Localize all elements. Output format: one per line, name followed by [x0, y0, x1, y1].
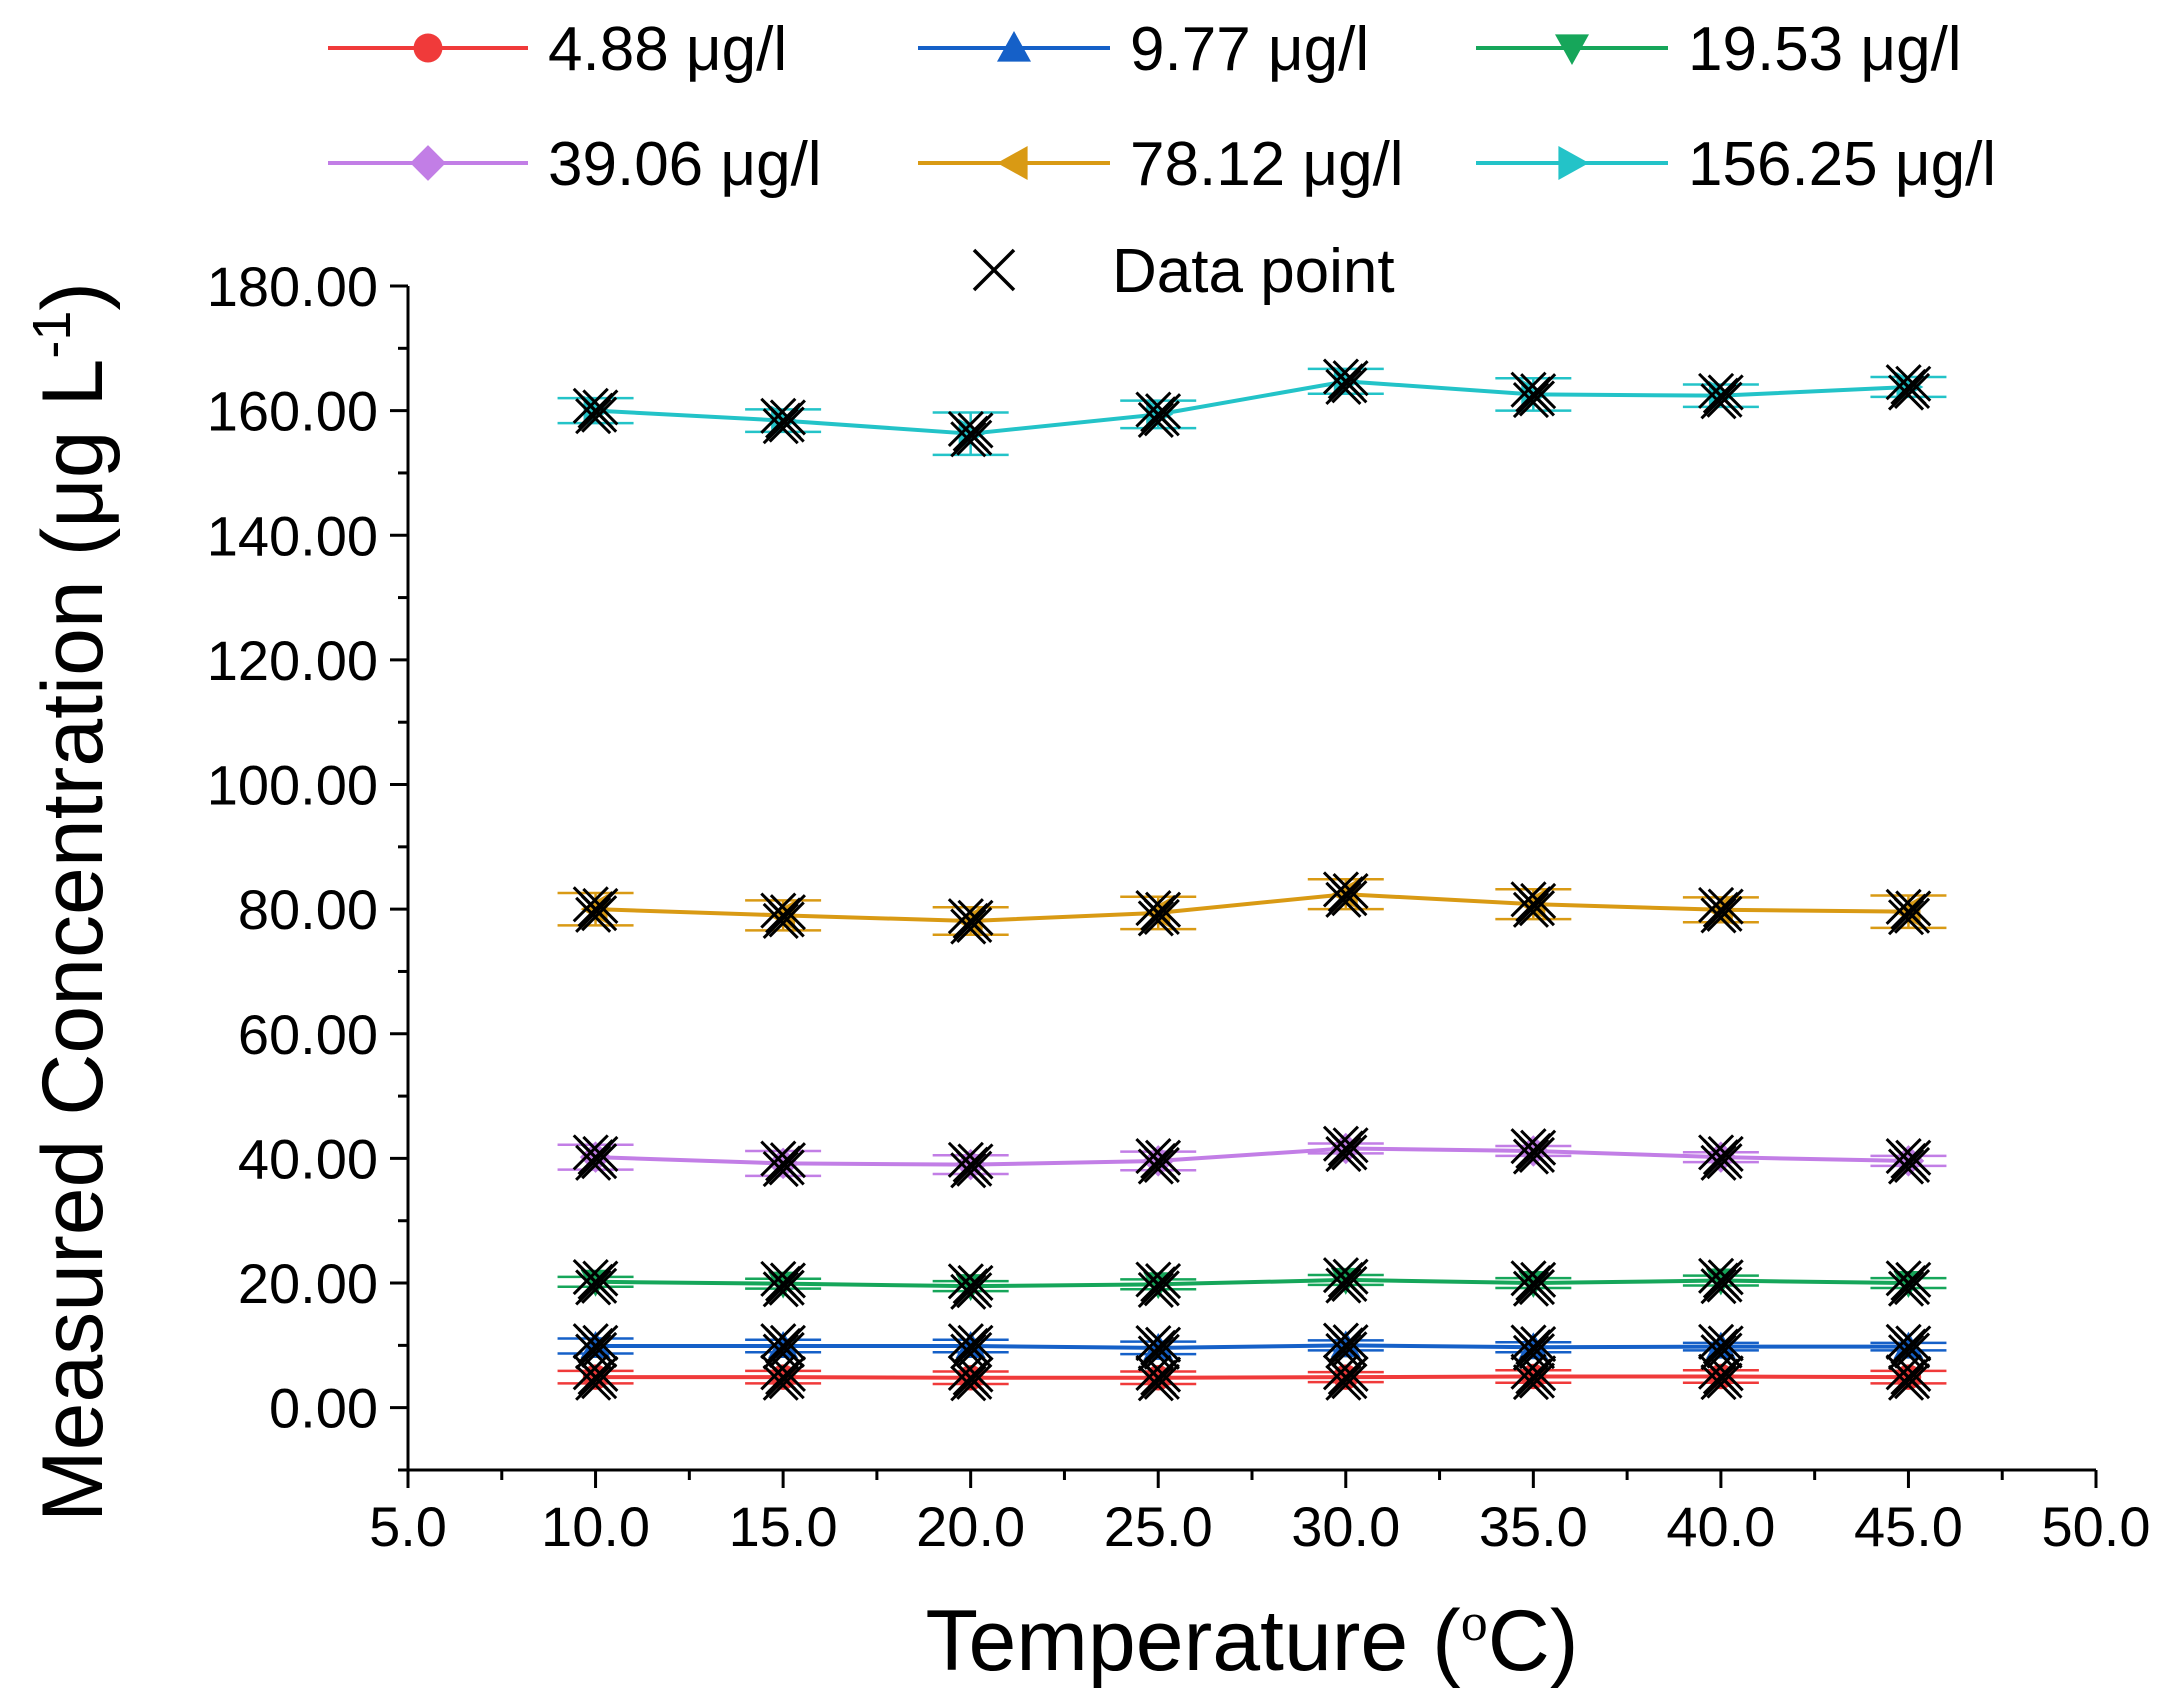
x-tick-label: 35.0: [1479, 1495, 1588, 1558]
legend: 4.88 μg/l 9.77 μg/l 19.53 μg/l 39.06 μg/l 78…: [328, 15, 1996, 306]
data-point: [1515, 1264, 1552, 1302]
data-point: [1140, 1266, 1177, 1303]
legend-label: 39.06 μg/l: [548, 130, 822, 199]
legend-item-1: 9.77 μg/l: [918, 15, 1369, 84]
series-layer: [557, 366, 1947, 1391]
data-point: [1890, 368, 1927, 406]
series-line: [595, 1343, 1909, 1350]
data-point: [952, 1268, 989, 1305]
series-line: [595, 1146, 1909, 1167]
data-point: [1890, 1328, 1927, 1365]
y-tick-label: 160.00: [207, 380, 378, 443]
legend-data-point-marker: [972, 248, 1016, 292]
data-point: [1140, 1142, 1177, 1179]
y-axis-title: Measured Concentration (μg L-1): [22, 282, 121, 1522]
data-point: [952, 1327, 989, 1365]
y-tick-label: 180.00: [207, 255, 378, 318]
data-point: [952, 415, 989, 452]
data-point: [1515, 1132, 1552, 1170]
data-point: [765, 1327, 802, 1365]
x-tick-label: 30.0: [1291, 1495, 1400, 1558]
data-point: [1327, 1261, 1364, 1298]
data-point: [1702, 891, 1739, 928]
data-point: [1515, 376, 1552, 413]
axes: 0.00 20.00 40.00 60.00 80.00 100.00 120.00 140.…: [207, 255, 2151, 1558]
data-point: [577, 1327, 614, 1365]
data-point: [1140, 894, 1177, 931]
data-point: [1702, 377, 1739, 414]
legend-marker: [997, 31, 1031, 62]
x-tick-label: 40.0: [1666, 1495, 1775, 1558]
data-point: [952, 1146, 989, 1183]
legend-label: 78.12 μg/l: [1130, 130, 1404, 199]
legend-item-data-point: Data point: [972, 237, 1395, 306]
legend-item-2: 19.53 μg/l: [1476, 15, 1962, 84]
data-point: [1890, 1142, 1927, 1179]
data-point: [1140, 396, 1177, 433]
legend-label: 156.25 μg/l: [1688, 130, 1996, 199]
data-point: [1702, 1139, 1739, 1176]
data-point: [765, 897, 802, 934]
x-tick-label: 10.0: [541, 1495, 650, 1558]
y-tick-label: 0.00: [269, 1377, 378, 1440]
data-point: [1327, 1130, 1364, 1167]
legend-marker: [1555, 34, 1589, 65]
y-tick-label: 80.00: [238, 878, 378, 941]
data-point: [765, 402, 802, 439]
x-axis-title: Temperature (oC): [925, 1592, 1578, 1689]
data-point: [1702, 1262, 1739, 1299]
series-line: [595, 892, 1909, 923]
data-point: [1327, 363, 1364, 400]
legend-marker: [413, 33, 443, 63]
data-point: [765, 1265, 802, 1302]
y-tick-label: 20.00: [238, 1252, 378, 1315]
series-line: [595, 1374, 1909, 1380]
data-point: [1515, 886, 1552, 923]
x-tick-label: 50.0: [2042, 1495, 2151, 1558]
legend-label: Data point: [1112, 237, 1395, 306]
y-tick-label: 100.00: [207, 754, 378, 817]
data-point: [577, 1263, 614, 1300]
x-tick-label: 15.0: [729, 1495, 838, 1558]
x-tick-label: 45.0: [1854, 1495, 1963, 1558]
legend-label: 19.53 μg/l: [1688, 15, 1962, 84]
data-point: [1890, 1264, 1927, 1302]
x-tick-label: 25.0: [1104, 1495, 1213, 1558]
legend-marker: [1558, 146, 1589, 180]
data-point: [952, 902, 989, 940]
series-line: [595, 1277, 1909, 1289]
legend-item-5: 156.25 μg/l: [1476, 130, 1996, 199]
legend-item-4: 78.12 μg/l: [918, 130, 1404, 199]
y-tick-label: 120.00: [207, 629, 378, 692]
x-tick-label: 5.0: [369, 1495, 447, 1558]
data-point: [1327, 876, 1364, 913]
legend-item-3: 39.06 μg/l: [328, 130, 822, 199]
y-tick-label: 140.00: [207, 504, 378, 567]
y-tick-label: 40.00: [238, 1127, 378, 1190]
data-point: [1140, 1329, 1177, 1366]
data-points-layer: [572, 358, 1932, 1402]
y-tick-label: 60.00: [238, 1003, 378, 1066]
data-point: [577, 392, 614, 429]
data-point: [1327, 1327, 1364, 1364]
series-line: [595, 379, 1909, 436]
x-tick-label: 20.0: [916, 1495, 1025, 1558]
data-point: [577, 1139, 614, 1176]
legend-label: 9.77 μg/l: [1130, 15, 1369, 84]
legend-marker: [997, 146, 1028, 180]
data-point: [1515, 1329, 1552, 1366]
legend-label: 4.88 μg/l: [548, 15, 787, 84]
legend-marker: [410, 145, 446, 181]
data-point: [765, 1145, 802, 1182]
data-point: [1890, 893, 1927, 930]
legend-item-0: 4.88 μg/l: [328, 15, 787, 84]
data-point: [577, 891, 614, 928]
data-point: [1702, 1328, 1739, 1365]
